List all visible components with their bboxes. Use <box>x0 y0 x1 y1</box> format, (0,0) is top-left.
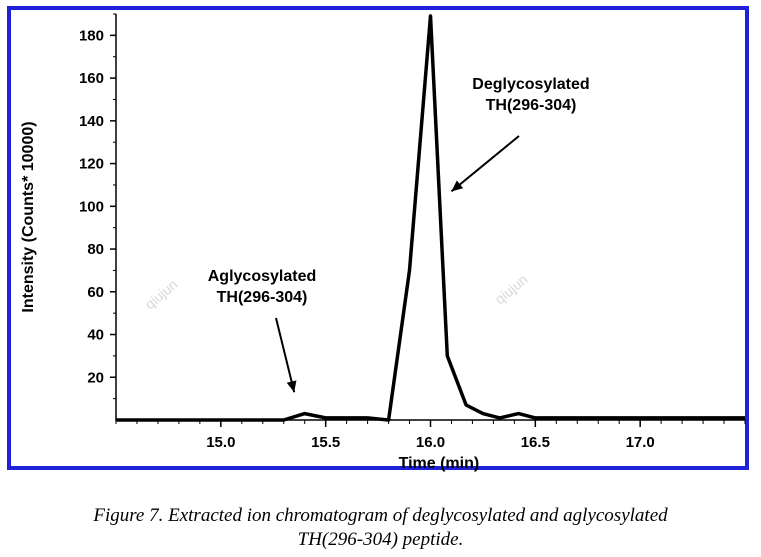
annotation-arrow-line <box>275 317 296 393</box>
caption-line-2: TH(296-304) peptide. <box>297 529 464 550</box>
watermark-text: qiujun <box>142 276 181 312</box>
annotation-arrow-head <box>286 380 297 393</box>
axes <box>115 14 745 421</box>
chromatogram-trace <box>116 14 745 422</box>
y-tick-label: 140 <box>79 113 104 130</box>
y-tick-label: 20 <box>87 369 104 386</box>
annotation-label: TH(296-304) <box>486 97 577 114</box>
y-tick-label: 100 <box>79 198 104 215</box>
x-tick-label: 17.0 <box>626 434 655 451</box>
annotation-label: TH(296-304) <box>217 289 308 306</box>
chart-frame <box>7 6 749 470</box>
y-tick-label: 60 <box>87 284 104 301</box>
figure-caption: Figure 7. Extracted ion chromatogram of … <box>0 504 761 552</box>
ticks: 20 40 60 80 100 120 140 160 180 15.0 15.5 16.0 16.5 1… <box>79 13 746 451</box>
caption-line-1: Figure 7. Extracted ion chromatogram of … <box>93 505 668 526</box>
y-tick-label: 40 <box>87 327 104 344</box>
y-tick-label: 120 <box>79 156 104 173</box>
x-tick-label: 16.5 <box>521 434 550 451</box>
watermark-layer: qiujun qiujun <box>142 271 531 312</box>
x-tick-label: 15.0 <box>206 434 235 451</box>
annotation-arrow-head <box>451 180 464 192</box>
chromatogram-chart: qiujun qiujun 20 40 60 80 100 120 140 160 180 15.0… <box>20 13 746 472</box>
x-tick-label: 15.5 <box>311 434 340 451</box>
y-axis-title: Intensity (Counts* 10000) <box>20 121 37 312</box>
y-tick-label: 160 <box>79 70 104 87</box>
annotation-label: Aglycosylated <box>208 268 316 285</box>
y-tick-label: 180 <box>79 27 104 44</box>
annotation-arrow-line <box>450 135 520 193</box>
watermark-text: qiujun <box>492 271 531 307</box>
x-axis-title: Time (min) <box>399 455 480 472</box>
x-tick-label: 16.0 <box>416 434 445 451</box>
annotations: Deglycosylated TH(296-304) Aglycosylated TH… <box>208 76 590 393</box>
annotation-label: Deglycosylated <box>472 76 589 93</box>
y-tick-label: 80 <box>87 241 104 258</box>
